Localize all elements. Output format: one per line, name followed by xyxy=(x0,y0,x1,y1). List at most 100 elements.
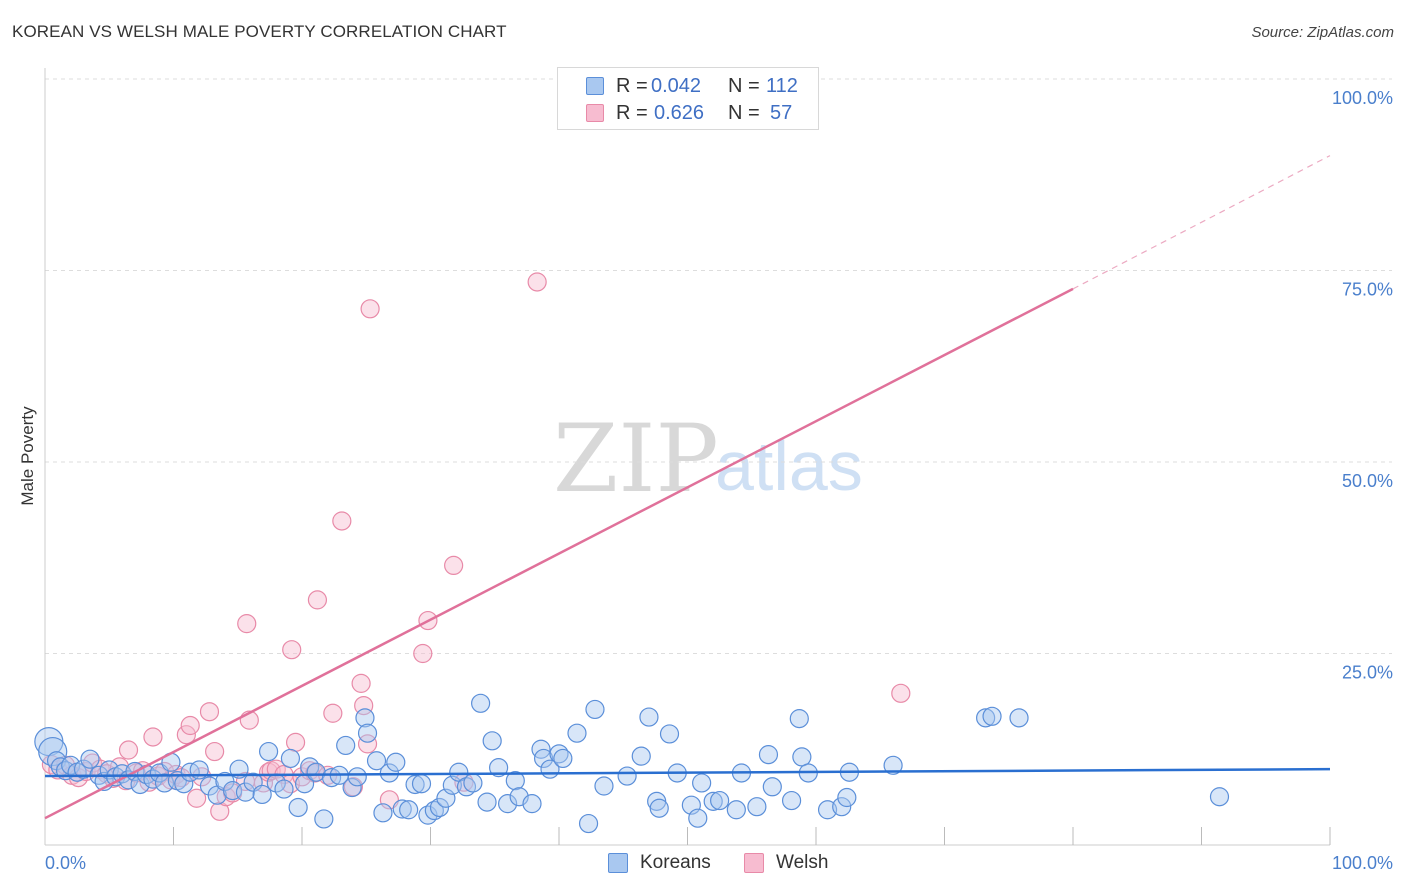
korean-point xyxy=(252,784,272,805)
chart-title: KOREAN VS WELSH MALE POVERTY CORRELATION… xyxy=(12,22,507,41)
korean-point xyxy=(553,748,573,769)
korean-point xyxy=(288,797,308,818)
legend-n-label: N = xyxy=(728,102,760,124)
watermark-atlas: atlas xyxy=(715,427,863,505)
korean-point xyxy=(405,774,425,795)
y-tick-label-25: 25.0% xyxy=(1342,663,1393,683)
korean-point xyxy=(832,797,852,817)
korean-point xyxy=(411,774,432,794)
legend-r-label: R = xyxy=(616,75,648,97)
welsh-trend-line xyxy=(44,287,1074,820)
welsh-point xyxy=(444,555,464,576)
korean-point xyxy=(38,736,68,767)
korean-point xyxy=(792,747,812,767)
welsh-point xyxy=(285,732,306,752)
welsh-point xyxy=(332,511,352,531)
korean-point xyxy=(366,751,387,771)
axes xyxy=(44,68,1331,846)
korean-point xyxy=(373,803,393,823)
korean-point xyxy=(314,809,334,829)
welsh-point xyxy=(118,740,139,760)
y-tick-label-75: 75.0% xyxy=(1342,280,1393,300)
korean-point xyxy=(80,749,100,769)
korean-point xyxy=(817,800,838,820)
korean-point xyxy=(471,693,491,713)
korean-point xyxy=(424,800,444,821)
welsh-point xyxy=(205,741,225,762)
welsh-point xyxy=(237,614,257,634)
korean-point xyxy=(703,791,723,811)
korean-point xyxy=(280,748,301,769)
koreans-legend-swatch xyxy=(608,853,628,873)
korean-point xyxy=(399,800,419,820)
korean-point xyxy=(1009,708,1029,728)
korean-point xyxy=(463,773,483,793)
welsh-point xyxy=(351,673,371,693)
korean-point xyxy=(837,787,857,808)
korean-point xyxy=(631,746,651,766)
korean-point xyxy=(477,792,497,812)
welsh-point xyxy=(282,640,302,660)
korean-point xyxy=(235,782,256,802)
korean-point xyxy=(533,748,554,769)
korean-point xyxy=(489,758,509,778)
koreans-legend-label: Koreans xyxy=(640,852,711,873)
welsh-point xyxy=(357,734,378,754)
x-tick-label-min: 0.0% xyxy=(45,853,86,873)
koreans-swatch xyxy=(586,77,604,95)
legend-r-value: 0.042 xyxy=(651,75,702,97)
welsh-point xyxy=(143,727,163,747)
welsh-point xyxy=(343,777,363,797)
welsh-point xyxy=(180,715,200,736)
korean-point xyxy=(522,794,542,814)
korean-point xyxy=(578,813,599,834)
welsh-point xyxy=(323,703,343,723)
welsh-point xyxy=(360,299,380,319)
korean-point xyxy=(274,779,294,799)
welsh-point xyxy=(354,695,374,716)
korean-trend-line xyxy=(44,767,1331,778)
korean-point xyxy=(726,800,746,820)
legend-r-value: 0.626 xyxy=(654,102,705,124)
welsh-trend-extension xyxy=(1072,155,1331,290)
korean-point xyxy=(649,798,669,818)
welsh-point xyxy=(187,788,207,808)
legend-n-label: N = xyxy=(728,75,760,97)
x-tick-labels: 0.0% 100.0% xyxy=(45,853,1393,873)
korean-points xyxy=(34,693,1230,834)
korean-point xyxy=(386,752,406,772)
legend-n-value: 112 xyxy=(766,75,798,97)
welsh-point xyxy=(527,272,547,292)
korean-point xyxy=(355,708,375,728)
correlation-legend: R = 0.042 N = 112 R = 0.626 N = 57 xyxy=(557,67,819,130)
korean-point xyxy=(883,755,903,775)
x-tick-label-max: 100.0% xyxy=(1332,853,1393,873)
welsh-point xyxy=(891,683,911,703)
korean-point xyxy=(617,766,637,786)
korean-point xyxy=(498,794,518,814)
korean-point xyxy=(585,699,605,720)
welsh-legend-swatch xyxy=(744,853,764,873)
korean-point xyxy=(357,723,378,743)
korean-point xyxy=(659,724,680,744)
korean-point xyxy=(781,790,802,811)
korean-point xyxy=(639,707,659,727)
korean-point xyxy=(710,790,730,811)
korean-point xyxy=(342,777,362,798)
y-tick-label-50: 50.0% xyxy=(1342,471,1393,491)
korean-point xyxy=(758,745,779,765)
welsh-point xyxy=(413,643,433,664)
korean-point xyxy=(258,741,279,762)
korean-point xyxy=(594,776,614,796)
korean-point xyxy=(692,773,712,793)
source-label: Source: ZipAtlas.com xyxy=(1251,24,1394,41)
korean-point xyxy=(688,808,708,828)
trend-lines xyxy=(44,155,1331,820)
welsh-point xyxy=(199,702,220,722)
korean-point xyxy=(1209,787,1230,807)
korean-point xyxy=(336,735,356,756)
watermark-zip: ZIP xyxy=(553,405,719,514)
korean-point xyxy=(762,777,782,797)
korean-point xyxy=(347,767,367,787)
